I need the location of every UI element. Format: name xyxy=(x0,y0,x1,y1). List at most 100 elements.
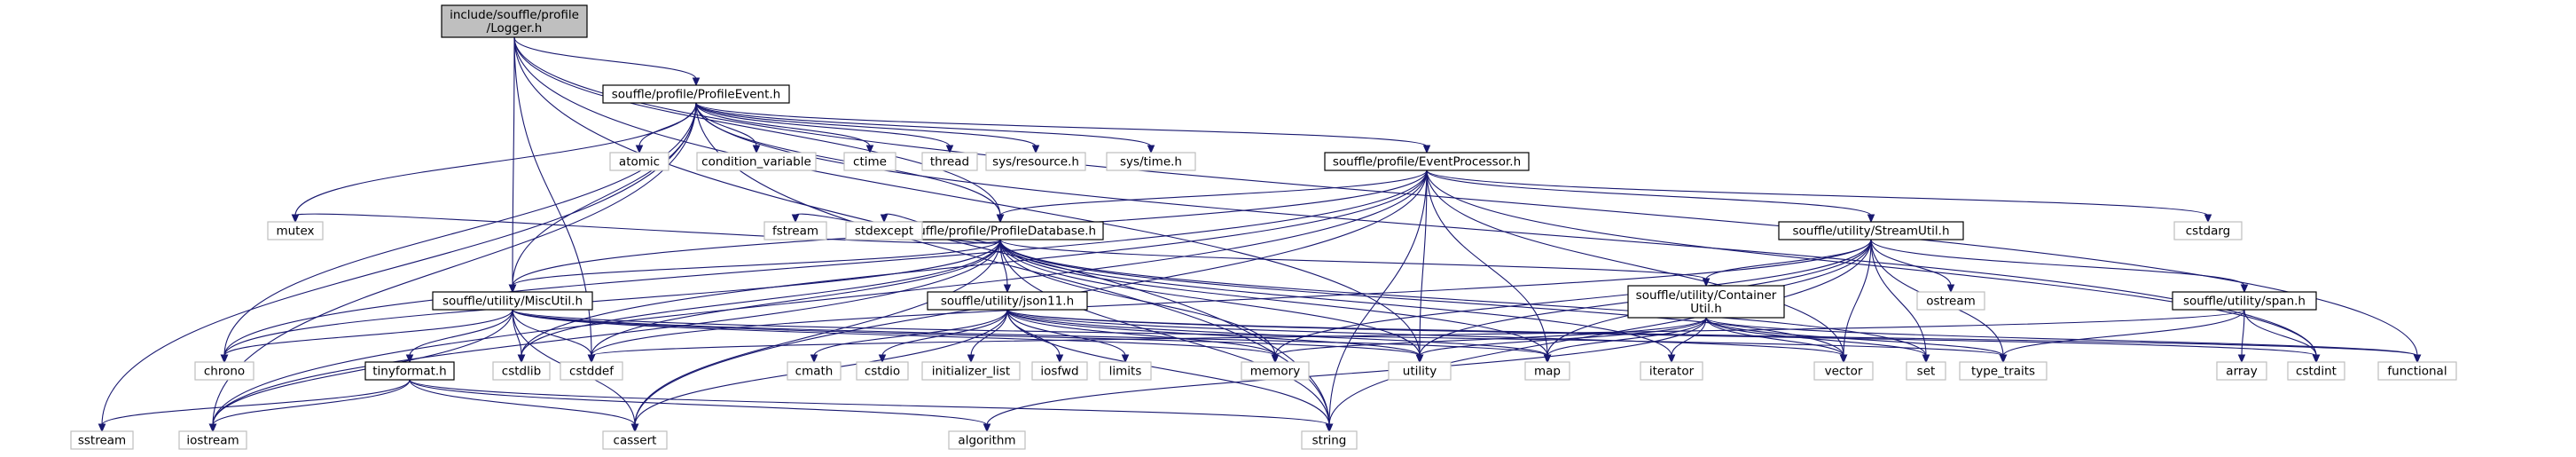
edge-eventprocessor-to-streamutil xyxy=(1427,170,1871,216)
node-span[interactable]: souffle/utility/span.h xyxy=(2173,292,2316,310)
arrowhead-profiledatabase-to-mutex xyxy=(293,215,299,222)
node-profileevent[interactable]: souffle/profile/ProfileEvent.h xyxy=(603,85,789,103)
node-label-cstdlib: cstdlib xyxy=(502,365,541,379)
arrowhead-profileevent-to-atomic xyxy=(637,146,643,153)
node-json11[interactable]: souffle/utility/json11.h xyxy=(928,292,1087,310)
node-label-iterator: iterator xyxy=(1649,365,1695,379)
arrowhead-profileevent-to-condvar xyxy=(754,146,760,153)
edge-profileevent-to-miscutil xyxy=(513,103,696,286)
arrowhead-json11-to-cmath xyxy=(811,355,818,362)
edge-tinyformat-to-string xyxy=(410,380,1329,425)
node-algorithm: algorithm xyxy=(949,431,1025,449)
arrowhead-profileevent-to-eventprocessor xyxy=(1424,146,1430,153)
node-limits: limits xyxy=(1100,362,1151,380)
node-functional: functional xyxy=(2378,362,2456,380)
node-label-profiledatabase: souffle/profile/ProfileDatabase.h xyxy=(904,225,1096,239)
node-label-json11: souffle/utility/json11.h xyxy=(941,295,1074,309)
node-label-chrono: chrono xyxy=(204,365,245,379)
edge-logger-to-profileevent xyxy=(514,37,696,79)
node-eventprocessor[interactable]: souffle/profile/EventProcessor.h xyxy=(1325,153,1529,170)
arrowhead-containerutil-to-utility xyxy=(1417,355,1423,362)
arrowhead-tinyformat-to-string xyxy=(1327,424,1333,431)
arrowhead-containerutil-to-set xyxy=(1923,355,1930,362)
node-label-utility: utility xyxy=(1403,365,1437,379)
node-array: array xyxy=(2217,362,2267,380)
node-layer: include/souffle/profile/Logger.h souffle/… xyxy=(71,5,2456,449)
node-logger[interactable]: include/souffle/profile/Logger.h xyxy=(442,5,587,37)
node-label-set: set xyxy=(1917,365,1936,379)
node-label-tinyformat: tinyformat.h xyxy=(372,365,446,379)
node-label-initlist: initializer_list xyxy=(932,365,1010,379)
node-cassert: cassert xyxy=(603,431,667,449)
node-set: set xyxy=(1907,362,1946,380)
node-string: string xyxy=(1302,431,1357,449)
arrowhead-json11-to-cstdio xyxy=(880,355,886,362)
node-label-thread: thread xyxy=(930,155,969,169)
node-stdexcept: stdexcept xyxy=(846,222,922,240)
node-label-profileevent: souffle/profile/ProfileEvent.h xyxy=(612,88,780,102)
node-label-condvar: condition_variable xyxy=(701,155,811,169)
node-profiledatabase[interactable]: souffle/profile/ProfileDatabase.h xyxy=(897,222,1103,240)
node-label-systime: sys/time.h xyxy=(1120,155,1182,169)
node-systime: sys/time.h xyxy=(1107,153,1195,170)
node-iostream: iostream xyxy=(179,431,247,449)
arrowhead-containerutil-to-memory xyxy=(1272,355,1279,362)
arrowhead-logger-to-profileevent xyxy=(693,78,700,85)
node-mutex: mutex xyxy=(268,222,323,240)
node-label-vector: vector xyxy=(1825,365,1863,379)
node-condvar: condition_variable xyxy=(697,153,816,170)
node-label-containerutil: souffle/utility/Container xyxy=(1636,288,1777,303)
edge-logger-to-profiledatabase xyxy=(514,37,1000,216)
node-tinyformat[interactable]: tinyformat.h xyxy=(365,362,454,380)
node-streamutil[interactable]: souffle/utility/StreamUtil.h xyxy=(1779,222,1963,240)
arrowhead-profiledatabase-to-fstream xyxy=(793,215,799,222)
node-cstdlib: cstdlib xyxy=(493,362,550,380)
node-chrono: chrono xyxy=(195,362,254,380)
node-cstdarg: cstdarg xyxy=(2174,222,2242,240)
node-label-ctime: ctime xyxy=(853,155,887,169)
node-memory: memory xyxy=(1241,362,1309,380)
edge-span-to-typetraits xyxy=(2003,310,2244,356)
edge-logger-to-functional xyxy=(514,37,2417,356)
arrowhead-profileevent-to-sysresource xyxy=(1033,146,1039,153)
edge-streamutil-to-span xyxy=(1871,240,2244,286)
node-label-stdexcept: stdexcept xyxy=(855,225,913,239)
edge-profiledatabase-to-containerutil xyxy=(1000,240,1706,280)
node-label-array: array xyxy=(2226,365,2257,379)
node-atomic: atomic xyxy=(610,153,669,170)
edge-eventprocessor-to-utility xyxy=(1420,170,1427,356)
edge-miscutil-to-tinyformat xyxy=(410,310,513,356)
edge-tinyformat-to-iostream xyxy=(213,380,410,425)
node-label-limits: limits xyxy=(1109,365,1142,379)
edge-profileevent-to-ctime xyxy=(696,103,870,146)
node-iterator: iterator xyxy=(1640,362,1703,380)
node-cstdio: cstdio xyxy=(857,362,908,380)
node-cmath: cmath xyxy=(787,362,841,380)
arrowhead-containerutil-to-functional xyxy=(2415,355,2421,362)
edge-eventprocessor-to-cstdarg xyxy=(1427,170,2208,216)
arrowhead-profiledatabase-to-stdexcept xyxy=(881,215,888,222)
node-sysresource: sys/resource.h xyxy=(986,153,1085,170)
node-label-logger: /Logger.h xyxy=(487,21,543,35)
node-miscutil[interactable]: souffle/utility/MiscUtil.h xyxy=(433,292,592,310)
node-label-functional: functional xyxy=(2387,365,2447,379)
node-label-eventprocessor: souffle/profile/EventProcessor.h xyxy=(1333,155,1521,169)
node-label-streamutil: souffle/utility/StreamUtil.h xyxy=(1792,225,1949,239)
arrowhead-eventprocessor-to-cstdarg xyxy=(2205,215,2212,222)
node-label-cstdio: cstdio xyxy=(865,365,900,379)
node-label-map: map xyxy=(1534,365,1561,379)
arrowhead-miscutil-to-cstdlib xyxy=(519,355,525,362)
arrowhead-streamutil-to-ostream xyxy=(1948,285,1954,292)
node-sstream: sstream xyxy=(71,431,133,449)
node-label-span: souffle/utility/span.h xyxy=(2183,295,2306,309)
arrowhead-eventprocessor-to-streamutil xyxy=(1868,215,1875,222)
arrowhead-eventprocessor-to-profiledatabase xyxy=(998,215,1004,222)
arrowhead-span-to-array xyxy=(2239,355,2245,362)
node-label-mutex: mutex xyxy=(276,225,314,239)
arrowhead-containerutil-to-vector xyxy=(1841,355,1847,362)
node-label-fstream: fstream xyxy=(772,225,818,239)
node-label-sstream: sstream xyxy=(78,434,126,448)
node-initlist: initializer_list xyxy=(922,362,1020,380)
edge-eventprocessor-to-string xyxy=(1329,170,1427,425)
